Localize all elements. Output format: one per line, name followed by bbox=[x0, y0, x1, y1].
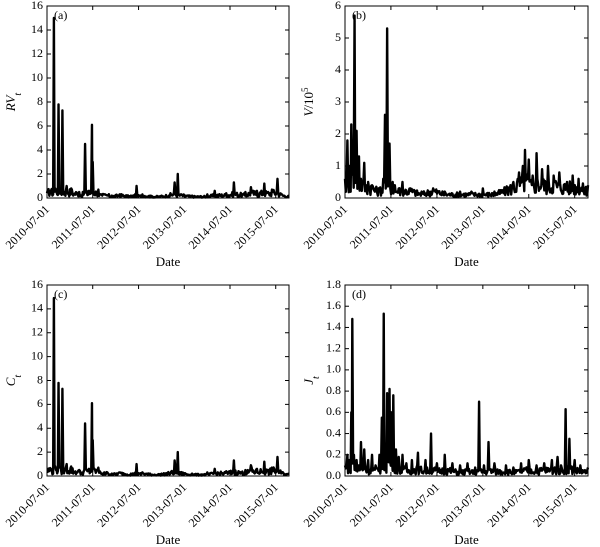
panel-label: (d) bbox=[352, 287, 366, 301]
x-tick-label: 2013-07-01 bbox=[140, 202, 189, 251]
y-tick-label: 0 bbox=[37, 468, 43, 482]
panel-label: (b) bbox=[352, 8, 366, 22]
x-tick-label: 2010-07-01 bbox=[3, 202, 52, 251]
y-tick-label: 1.0 bbox=[326, 362, 341, 376]
x-tick-label: 2011-07-01 bbox=[49, 480, 98, 529]
x-axis-label: Date bbox=[156, 532, 181, 547]
x-tick-label: 2014-07-01 bbox=[484, 202, 533, 251]
y-tick-label: 2 bbox=[335, 126, 341, 140]
y-tick-label: 0.8 bbox=[326, 383, 341, 397]
x-tick-label: 2012-07-01 bbox=[393, 202, 442, 251]
x-tick-label: 2013-07-01 bbox=[438, 202, 487, 251]
x-tick-label: 2013-07-01 bbox=[438, 480, 487, 529]
x-tick-label: 2015-07-01 bbox=[231, 202, 280, 251]
x-tick-label: 2015-07-01 bbox=[231, 480, 280, 529]
y-tick-label: 0.2 bbox=[326, 447, 341, 461]
y-tick-label: 8 bbox=[37, 94, 43, 108]
series-line bbox=[45, 16, 290, 199]
y-tick-label: 14 bbox=[31, 301, 43, 315]
x-tick-label: 2015-07-01 bbox=[530, 202, 579, 251]
panel-label: (a) bbox=[54, 8, 67, 22]
y-tick-label: 2 bbox=[37, 444, 43, 458]
x-tick-label: 2011-07-01 bbox=[347, 480, 396, 529]
y-tick-label: 0 bbox=[335, 190, 341, 204]
y-tick-label: 4 bbox=[37, 420, 43, 434]
y-tick-label: 4 bbox=[335, 62, 341, 76]
y-tick-label: 5 bbox=[335, 30, 341, 44]
y-tick-label: 10 bbox=[31, 70, 43, 84]
x-tick-label: 2010-07-01 bbox=[301, 202, 350, 251]
y-tick-label: 16 bbox=[31, 277, 43, 291]
y-tick-label: 0.6 bbox=[326, 404, 341, 418]
x-axis-label: Date bbox=[454, 532, 479, 547]
y-axis-label: RVt bbox=[3, 93, 24, 113]
y-tick-label: 2 bbox=[37, 166, 43, 180]
y-tick-label: 6 bbox=[37, 118, 43, 132]
series-line bbox=[46, 296, 290, 477]
y-tick-label: 1.4 bbox=[326, 319, 341, 333]
x-tick-label: 2010-07-01 bbox=[301, 480, 350, 529]
y-tick-label: 0.4 bbox=[326, 425, 341, 439]
x-axis-label: Date bbox=[156, 254, 181, 269]
panel-2: 01234562010-07-012011-07-012012-07-01201… bbox=[300, 0, 590, 269]
x-tick-label: 2012-07-01 bbox=[393, 480, 442, 529]
panel-3: 0 2 4 6 8 10 12 14 16 2010-07-012011-07-012012-07… bbox=[3, 277, 290, 547]
plot-area-frame bbox=[46, 5, 290, 199]
y-tick-label: 6 bbox=[335, 0, 341, 12]
panel-4: 0.0 0.2 0.4 0.6 0.8 1.0 1.2 1.4 1.6 1.8 2010-07-01… bbox=[301, 277, 590, 547]
y-tick-label: 6 bbox=[37, 396, 43, 410]
y-tick-label: 1.8 bbox=[326, 277, 341, 291]
y-tick-label: 3 bbox=[335, 94, 341, 108]
plot-area-frame bbox=[344, 5, 589, 199]
y-axis-label: Jt bbox=[301, 376, 322, 385]
x-tick-label: 2012-07-01 bbox=[94, 202, 143, 251]
x-tick-label: 2014-07-01 bbox=[186, 202, 235, 251]
x-tick-label: 2011-07-01 bbox=[49, 202, 98, 251]
y-tick-label: 16 bbox=[31, 0, 43, 12]
plot-area-frame bbox=[344, 284, 589, 477]
x-tick-label: 2010-07-01 bbox=[3, 480, 52, 529]
y-tick-label: 0.0 bbox=[326, 468, 341, 482]
x-axis-label: Date bbox=[454, 254, 479, 269]
y-tick-label: 10 bbox=[31, 348, 43, 362]
y-tick-label: 12 bbox=[31, 325, 43, 339]
y-tick-label: 12 bbox=[31, 46, 43, 60]
y-tick-label: 14 bbox=[31, 22, 43, 36]
y-tick-label: 1.6 bbox=[326, 298, 341, 312]
series-line bbox=[343, 312, 590, 476]
y-axis-label: V/105 bbox=[300, 87, 316, 117]
panel-1: 0 2 4 6 8 10 12 14 16 2010-07-012011-07-012012-07… bbox=[3, 0, 290, 269]
plot-area-frame bbox=[46, 284, 290, 477]
y-tick-label: 1 bbox=[335, 158, 341, 172]
y-tick-label: 8 bbox=[37, 372, 43, 386]
x-tick-label: 2011-07-01 bbox=[347, 202, 396, 251]
y-tick-label: 4 bbox=[37, 142, 43, 156]
x-tick-label: 2014-07-01 bbox=[484, 480, 533, 529]
x-tick-label: 2012-07-01 bbox=[94, 480, 143, 529]
series-line bbox=[343, 14, 590, 199]
x-tick-label: 2014-07-01 bbox=[186, 480, 235, 529]
y-tick-label: 1.2 bbox=[326, 340, 341, 354]
panel-label: (c) bbox=[54, 287, 67, 301]
x-tick-label: 2015-07-01 bbox=[530, 480, 579, 529]
x-tick-label: 2013-07-01 bbox=[140, 480, 189, 529]
y-axis-label: Ct bbox=[3, 375, 24, 387]
y-tick-label: 0 bbox=[37, 190, 43, 204]
